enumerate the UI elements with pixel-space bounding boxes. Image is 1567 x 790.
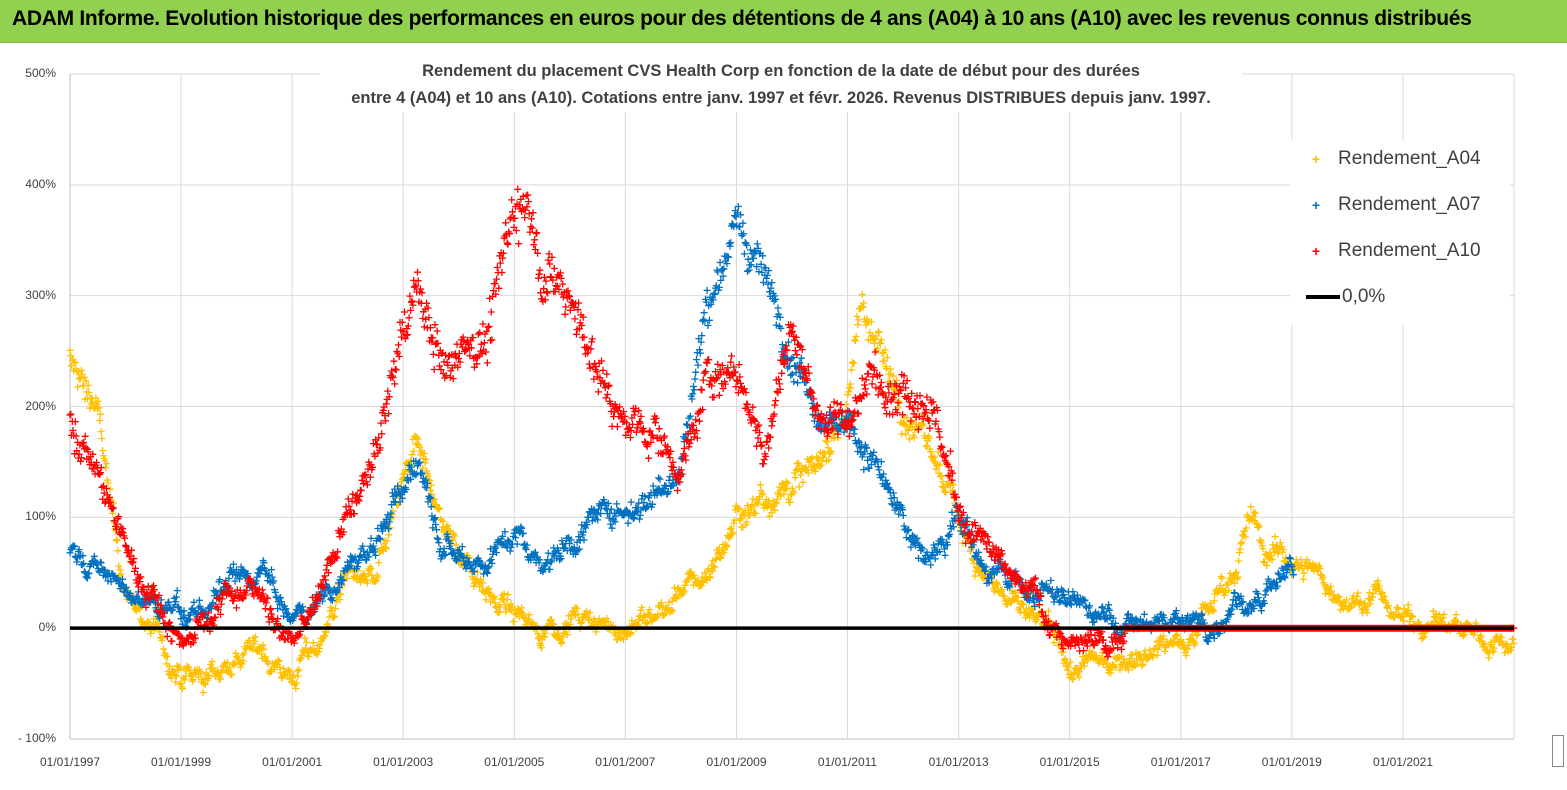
report-banner: ADAM Informe. Evolution historique des p… <box>0 0 1567 43</box>
y-tick-label: - 100% <box>17 731 56 745</box>
legend-marker-a04: + <box>1311 151 1321 167</box>
y-tick-label: 400% <box>25 176 56 191</box>
x-tick-label: 01/01/2011 <box>817 755 878 769</box>
y-tick-label: 500% <box>25 66 56 80</box>
y-tick-label: 200% <box>25 398 56 413</box>
x-tick-label: 01/01/2019 <box>1261 755 1322 769</box>
chart-title-line2: entre 4 (A04) et 10 ans (A10). Cotations… <box>351 89 1211 107</box>
x-tick-label: 01/01/2005 <box>484 755 545 769</box>
y-tick-label: 300% <box>25 287 56 302</box>
banner-title: ADAM Informe. Evolution historique des p… <box>12 7 1472 30</box>
x-tick-label: 01/01/2013 <box>928 755 989 769</box>
x-tick-label: 01/01/2021 <box>1372 755 1434 769</box>
chart-legend: + Rendement_A04 + Rendement_A07 + Rendement… <box>1290 140 1510 325</box>
legend-label-zero: 0,0% <box>1342 286 1386 307</box>
chart-title-line1: Rendement du placement CVS Health Corp e… <box>422 62 1140 80</box>
legend-line-swatch <box>1306 294 1340 299</box>
legend-item-zero-line: 0,0% <box>1306 286 1385 310</box>
scroll-handle[interactable] <box>1552 735 1564 767</box>
legend-label-a07: Rendement_A07 <box>1338 194 1481 215</box>
legend-label-a04: Rendement_A04 <box>1338 148 1481 169</box>
legend-label-a10: Rendement_A10 <box>1338 240 1481 261</box>
legend-item-a07: + Rendement_A07 <box>1306 194 1481 218</box>
y-tick-label: 100% <box>25 509 56 524</box>
chart-plot-area <box>66 73 1518 740</box>
x-tick-label: 01/01/1999 <box>150 755 212 769</box>
series-points-rendement-a04 <box>66 291 1518 696</box>
x-tick-label: 01/01/1997 <box>39 755 101 769</box>
x-tick-label: 01/01/2003 <box>373 755 434 769</box>
legend-item-a04: + Rendement_A04 <box>1306 148 1481 172</box>
y-tick-label: 0% <box>38 620 56 635</box>
chart-title: Rendement du placement CVS Health Corp e… <box>320 58 1242 112</box>
x-tick-label: 01/01/2009 <box>706 755 767 769</box>
legend-item-a10: + Rendement_A10 <box>1306 240 1481 264</box>
x-tick-label: 01/01/2001 <box>262 755 323 769</box>
x-tick-label: 01/01/2015 <box>1039 755 1100 769</box>
x-tick-label: 01/01/2017 <box>1150 755 1211 769</box>
x-tick-label: 01/01/2007 <box>595 755 656 769</box>
legend-marker-a07: + <box>1311 197 1321 213</box>
legend-marker-a10: + <box>1311 243 1321 259</box>
